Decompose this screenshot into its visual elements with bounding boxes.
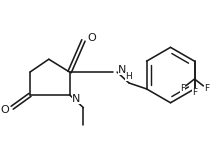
Text: N: N	[118, 65, 127, 75]
Text: F: F	[204, 84, 209, 93]
Text: O: O	[87, 33, 96, 43]
Text: O: O	[0, 105, 9, 115]
Text: N: N	[72, 94, 81, 104]
Text: F: F	[180, 84, 185, 93]
Text: H: H	[125, 72, 132, 80]
Text: F: F	[192, 88, 197, 97]
